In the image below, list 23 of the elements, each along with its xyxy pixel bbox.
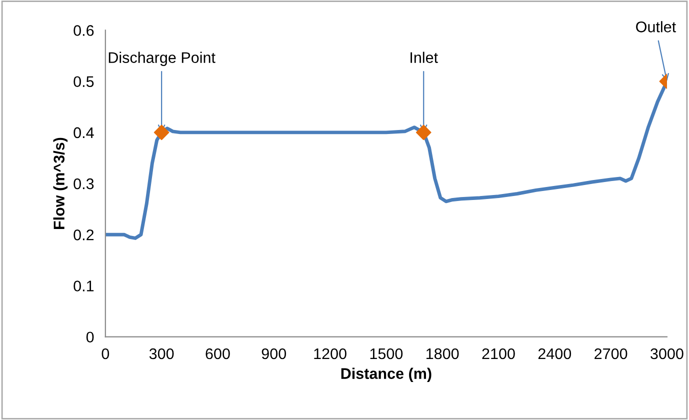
x-tick-label: 900 (262, 348, 286, 360)
y-tick-label: 0.3 (74, 178, 94, 190)
x-tick-label: 2700 (594, 348, 628, 360)
x-tick-label: 2100 (482, 348, 515, 360)
x-axis-title: Distance (m) (341, 368, 432, 382)
x-tick-label: 1200 (314, 348, 346, 360)
x-tick-label: 300 (149, 348, 174, 360)
annotation: Inlet (410, 52, 438, 63)
x-tick-label: 2400 (538, 348, 572, 360)
x-tick-label: 600 (206, 348, 230, 360)
y-tick-label: 0.4 (74, 127, 94, 138)
x-tick-label: 1500 (370, 348, 403, 360)
annotation: Outlet (636, 21, 676, 32)
y-tick-label: 0.1 (74, 280, 94, 292)
y-tick-label: 0 (86, 332, 94, 343)
x-tick-label: 1800 (426, 348, 459, 360)
x-tick-label: 0 (102, 348, 110, 360)
y-tick-label: 0.6 (74, 25, 94, 36)
x-tick-label: 3000 (650, 348, 684, 360)
y-axis-title: Flow (m^3/s) (53, 138, 68, 229)
y-tick-label: 0.2 (74, 230, 94, 240)
annotation: Discharge Point (108, 52, 216, 66)
y-tick-label: 0.5 (74, 76, 94, 88)
